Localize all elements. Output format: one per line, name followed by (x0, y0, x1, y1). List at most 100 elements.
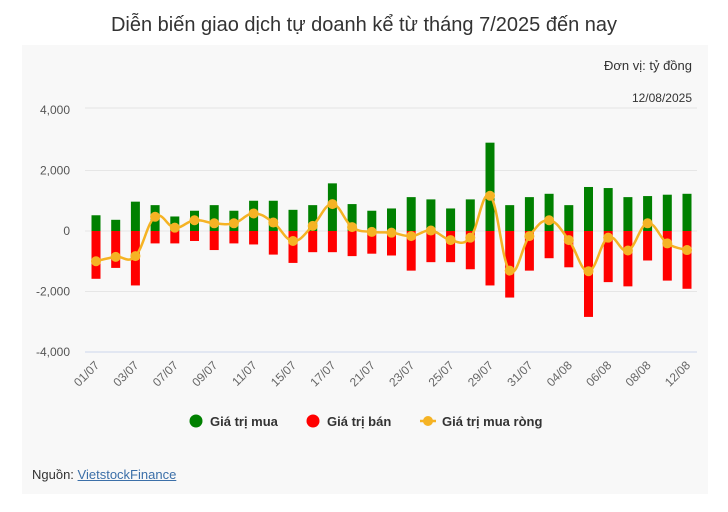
sell-bar (544, 231, 554, 259)
net-point (485, 190, 495, 201)
net-point (682, 245, 692, 256)
net-point (544, 215, 555, 226)
x-tick-label: 15/07 (268, 358, 299, 389)
sell-bar (465, 231, 475, 270)
sell-bar (485, 231, 495, 286)
legend-item-1[interactable]: Giá trị mua (189, 414, 279, 429)
buy-bar (623, 197, 633, 231)
y-tick-label: 0 (63, 224, 70, 238)
net-point (209, 218, 220, 229)
sell-bar (367, 231, 377, 254)
sell-bar (564, 231, 574, 268)
legend-item-3[interactable]: Giá trị mua ròng (420, 414, 542, 429)
legend-label: Giá trị mua (210, 414, 279, 429)
x-tick-label: 17/07 (307, 358, 338, 389)
net-point (563, 235, 574, 246)
x-tick-label: 03/07 (110, 358, 141, 389)
net-point (130, 251, 141, 262)
net-point (642, 218, 653, 229)
legend-label: Giá trị bán (327, 414, 391, 429)
buy-bar (465, 199, 475, 231)
buy-bar (111, 219, 121, 231)
net-point (386, 227, 397, 238)
net-point (228, 218, 239, 229)
buy-bar (603, 188, 613, 231)
x-tick-label: 29/07 (465, 358, 496, 389)
buy-bar (308, 205, 318, 231)
y-tick-label: -2,000 (36, 285, 70, 299)
sell-bar (111, 231, 121, 268)
legend-label: Giá trị mua ròng (442, 414, 542, 429)
buy-bar (268, 200, 278, 231)
buy-bar (406, 197, 416, 231)
net-point (169, 222, 180, 233)
net-point (504, 265, 515, 276)
buy-bar (564, 205, 574, 231)
sell-bar (229, 231, 239, 244)
date-label: 12/08/2025 (631, 91, 692, 105)
y-tick-label: 2,000 (40, 164, 70, 178)
net-point (288, 235, 298, 246)
buy-bar (544, 193, 554, 231)
buy-bar (505, 205, 515, 231)
x-tick-label: 21/07 (347, 358, 378, 389)
x-tick-label: 04/08 (544, 358, 575, 389)
net-point (307, 220, 318, 231)
sell-bar (603, 231, 613, 283)
buy-bar (643, 196, 653, 231)
net-point (347, 222, 358, 233)
legend-marker-icon (189, 414, 203, 428)
net-point (248, 208, 259, 219)
x-tick-label: 25/07 (426, 358, 457, 389)
net-point (465, 232, 476, 243)
net-point (327, 199, 338, 210)
sell-bar (446, 231, 456, 263)
buy-bar (682, 193, 692, 231)
sell-bar (524, 231, 534, 271)
buy-bar (584, 186, 593, 231)
legend-marker-icon (423, 416, 433, 426)
buy-bar (662, 194, 672, 231)
sell-bar (268, 231, 278, 255)
net-point (150, 211, 161, 222)
x-tick-label: 08/08 (623, 358, 654, 389)
net-point (366, 226, 377, 237)
unit-label: Đơn vị: tỷ đồng (603, 58, 692, 73)
net-point (189, 215, 200, 226)
net-point (603, 232, 614, 243)
x-tick-label: 07/07 (150, 358, 181, 389)
x-tick-label: 31/07 (504, 358, 535, 389)
buy-bar (485, 142, 495, 231)
buy-bar (367, 210, 377, 231)
sell-bar (170, 231, 180, 244)
sell-bar (682, 231, 692, 289)
net-point (583, 266, 594, 277)
source-link[interactable]: VietstockFinance (77, 467, 177, 482)
x-tick-label: 09/07 (189, 358, 220, 389)
x-tick-label: 11/07 (229, 358, 260, 389)
sell-bar (308, 231, 318, 253)
sell-bar (623, 231, 633, 287)
legend-marker-icon (306, 414, 320, 428)
sell-bar (209, 231, 219, 251)
net-point (110, 251, 121, 262)
sell-bar (387, 231, 396, 256)
sell-bar (150, 231, 160, 244)
buy-bar (91, 215, 101, 231)
x-tick-label: 01/07 (71, 358, 102, 389)
net-point (425, 225, 436, 236)
source-label: Nguồn: (32, 467, 74, 482)
sell-bar (505, 231, 515, 298)
buy-bar (387, 208, 396, 231)
buy-bar (524, 197, 534, 231)
sell-bar (662, 231, 672, 281)
legend-item-2[interactable]: Giá trị bán (306, 414, 392, 429)
sell-bar (426, 231, 436, 263)
sell-bar (327, 231, 337, 253)
sell-bar (347, 231, 357, 257)
x-tick-label: 12/08 (662, 358, 693, 389)
buy-bar (446, 208, 456, 231)
buy-bar (347, 204, 357, 231)
net-point (406, 231, 417, 242)
